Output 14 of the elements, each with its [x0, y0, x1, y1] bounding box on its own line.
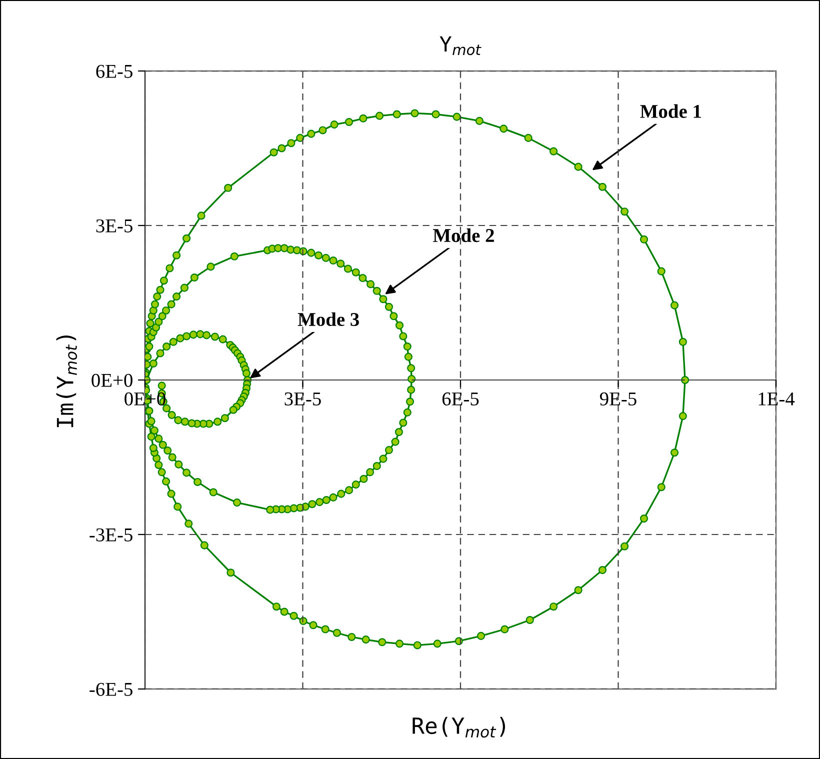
y-tick-label: 0E+0 [92, 374, 132, 387]
y-tick-label: -6E-5 [90, 682, 132, 696]
x-tick-label: 3E-5 [284, 392, 321, 406]
annotation: Mode 1 [640, 104, 701, 118]
y-tick-label: 3E-5 [96, 219, 132, 232]
y-axis-title: Im(Y$_{mot}$) [56, 335, 78, 428]
x-tick-label: 6E-5 [442, 392, 479, 406]
x-axis-title: Re(Y$_{mot}$) [412, 716, 506, 738]
y-tick-label: -3E-5 [90, 528, 132, 542]
chart-title: Y$_{mot}$ [440, 36, 482, 56]
x-tick-label: 9E-5 [600, 392, 636, 406]
x-tick-label: 1E-4 [758, 392, 795, 406]
y-tick-label: 6E-5 [96, 64, 132, 78]
annotation: Mode 2 [433, 228, 494, 242]
